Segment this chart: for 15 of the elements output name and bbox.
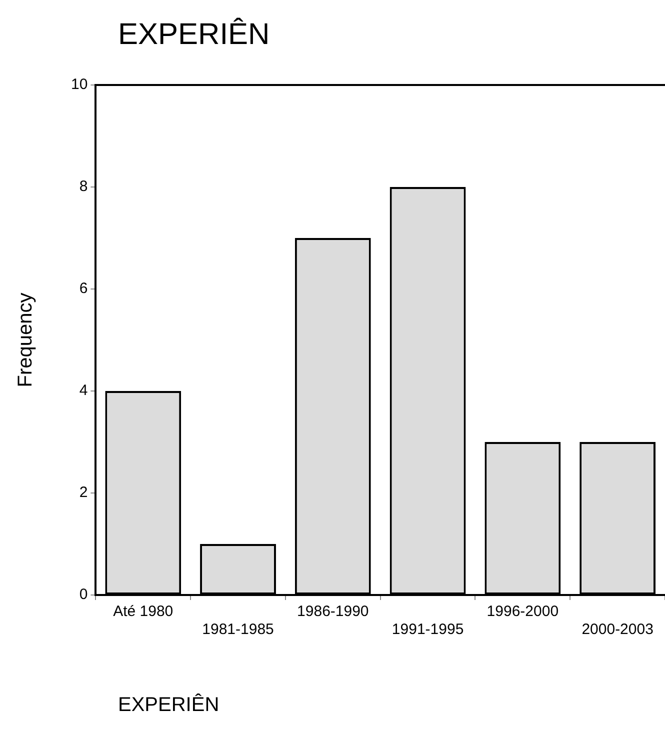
y-tick-label: 10 [70, 76, 88, 94]
x-axis-title: EXPERIÊN [118, 694, 220, 717]
x-tick-label: 1996-2000 [486, 603, 559, 620]
y-tick-label: 6 [79, 280, 88, 298]
y-tick-label: 2 [79, 484, 88, 502]
x-tick-label: 1991-1995 [392, 621, 464, 638]
x-tick-label: Até 1980 [113, 603, 174, 620]
y-tick-label: 8 [79, 178, 88, 196]
y-tick-label: 4 [79, 382, 88, 400]
x-tick-label: 1986-1990 [297, 603, 369, 620]
chart-title: EXPERIÊN [118, 18, 270, 52]
x-tick-label: 2000-2003 [582, 621, 654, 638]
x-tick-label: 1981-1985 [202, 621, 274, 638]
y-axis-title: Frequency [14, 292, 37, 388]
y-tick-label: 0 [79, 586, 88, 604]
